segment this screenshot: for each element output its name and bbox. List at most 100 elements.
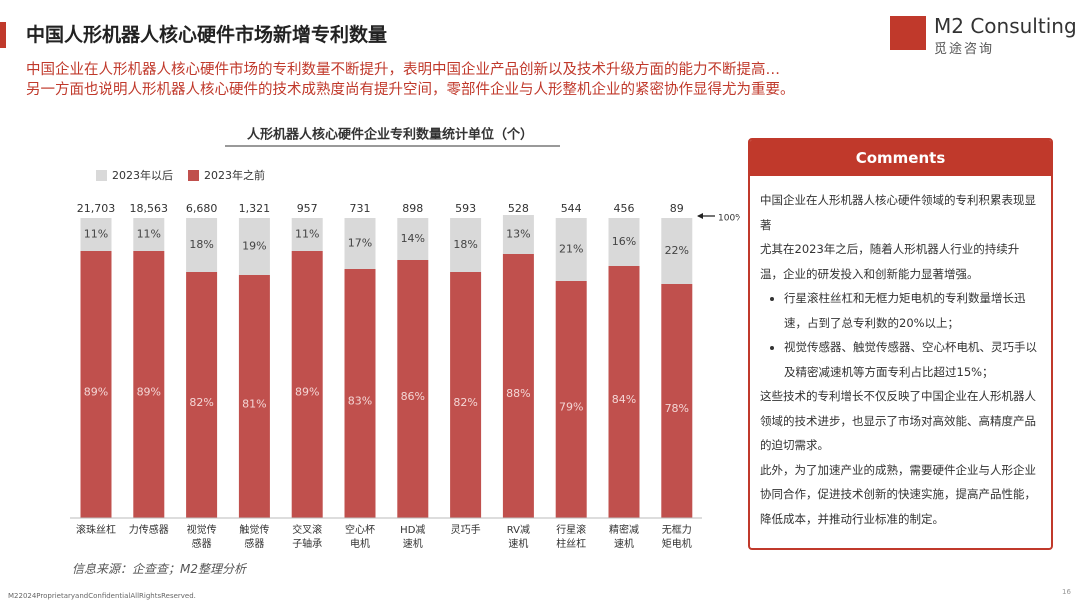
x-tick-label-line: 速机 bbox=[403, 537, 423, 550]
total-label: 593 bbox=[455, 202, 476, 215]
x-tick-label: 空心杯电机 bbox=[345, 523, 375, 550]
bar-segment bbox=[397, 260, 429, 518]
value-label: 89% bbox=[137, 386, 161, 399]
bar-segment bbox=[397, 218, 429, 260]
page-number: 16 bbox=[1062, 588, 1071, 596]
x-tick-label-line: 矩电机 bbox=[662, 537, 692, 550]
comments-body: 中国企业在人形机器人核心硬件领域的专利积累表现显著 尤其在2023年之后，随着人… bbox=[750, 176, 1051, 531]
value-label: 78% bbox=[665, 402, 689, 415]
x-tick-label-line: 行星滚 bbox=[556, 523, 586, 536]
x-tick-label: 触觉传感器 bbox=[239, 523, 269, 550]
title-bar bbox=[0, 22, 6, 48]
value-label: 82% bbox=[189, 396, 213, 409]
legend-label: 2023年之前 bbox=[204, 168, 265, 182]
x-tick-label: 视觉传感器 bbox=[187, 523, 217, 550]
bar-segment bbox=[661, 284, 693, 518]
bar-segment bbox=[555, 218, 587, 281]
x-tick-label-line: RV减 bbox=[507, 524, 530, 536]
x-tick-label-line: 空心杯 bbox=[345, 523, 375, 536]
value-label: 16% bbox=[612, 235, 636, 248]
x-tick-label-line: 速机 bbox=[614, 537, 634, 550]
subtitle: 中国企业在人形机器人核心硬件市场的专利数量不断提升，表明中国企业产品创新以及技术… bbox=[26, 62, 780, 78]
bar-segment bbox=[291, 218, 323, 251]
value-label: 81% bbox=[242, 398, 266, 411]
value-label: 82% bbox=[453, 396, 477, 409]
x-tick-label: HD减速机 bbox=[400, 524, 425, 550]
x-tick-label-line: 感器 bbox=[244, 537, 264, 550]
x-tick-label-line: 子轴承 bbox=[292, 537, 322, 550]
comment-text: 中国企业在人形机器人核心硬件领域的专利积累表现显著 bbox=[760, 193, 1036, 232]
legend-swatch bbox=[188, 170, 199, 181]
x-tick-label-line: HD减 bbox=[400, 524, 425, 536]
bar-segment bbox=[450, 272, 482, 518]
value-label: 18% bbox=[189, 238, 213, 251]
value-label: 79% bbox=[559, 401, 583, 414]
bar-segment bbox=[450, 218, 482, 272]
total-label: 957 bbox=[297, 202, 318, 215]
total-label: 731 bbox=[350, 202, 371, 215]
x-tick-label: 交叉滚子轴承 bbox=[292, 523, 322, 550]
bar-segment bbox=[238, 275, 270, 518]
annotation: 100% bbox=[718, 214, 740, 224]
comment-text: 尤其在2023年之后，随着人形机器人行业的持续升温，企业的研发投入和创新能力显著… bbox=[760, 242, 1020, 281]
total-label: 21,703 bbox=[77, 202, 116, 215]
comments-title: Comments bbox=[750, 140, 1051, 176]
x-tick-label: 灵巧手 bbox=[451, 523, 481, 536]
value-label: 84% bbox=[612, 393, 636, 406]
bar-segment bbox=[186, 218, 218, 272]
bar-segment bbox=[344, 269, 376, 518]
x-tick-label-line: 交叉滚 bbox=[292, 523, 322, 536]
bar-segment bbox=[661, 218, 693, 284]
value-label: 83% bbox=[348, 395, 372, 408]
value-label: 89% bbox=[295, 386, 319, 399]
x-tick-label: RV减速机 bbox=[507, 524, 530, 550]
total-label: 528 bbox=[508, 202, 529, 215]
logo-mark bbox=[890, 16, 926, 50]
legend-label: 2023年以后 bbox=[112, 168, 173, 182]
value-label: 88% bbox=[506, 387, 530, 400]
x-tick-label-line: 速机 bbox=[508, 537, 528, 550]
x-tick-label: 行星滚柱丝杠 bbox=[556, 523, 586, 550]
chart: 人形机器人核心硬件企业专利数量统计单位（个） 2023年以后 2023年之前 89% 1… bbox=[70, 127, 740, 550]
value-label: 21% bbox=[559, 243, 583, 256]
x-tick-label-line: 视觉传 bbox=[187, 523, 217, 536]
bar-segment bbox=[555, 281, 587, 518]
value-label: 22% bbox=[665, 244, 689, 257]
x-tick-label: 无框力矩电机 bbox=[662, 523, 692, 550]
value-label: 11% bbox=[295, 228, 319, 241]
x-tick-label-line: 精密减 bbox=[609, 523, 639, 536]
comment-text: 这些技术的专利增长不仅反映了中国企业在人形机器人领域的技术进步，也显示了市场对高… bbox=[760, 389, 1036, 452]
value-label: 18% bbox=[453, 238, 477, 251]
value-label: 17% bbox=[348, 237, 372, 250]
value-label: 11% bbox=[84, 228, 108, 241]
x-tick-label-line: 柱丝杠 bbox=[556, 537, 586, 550]
x-tick-label-line: 触觉传 bbox=[239, 523, 269, 536]
subtitle: 另一方面也说明人形机器人核心硬件的技术成熟度尚有提升空间，零部件企业与人形整机企… bbox=[26, 82, 795, 98]
footer: M22024ProprietaryandConfidentialAllRight… bbox=[8, 592, 196, 600]
x-tick-label: 力传感器 bbox=[129, 523, 169, 536]
value-label: 11% bbox=[137, 228, 161, 241]
bar-segment bbox=[80, 218, 112, 251]
bar-segment bbox=[133, 218, 165, 251]
bar-segment bbox=[502, 215, 534, 254]
comment-list: 行星滚柱丝杠和无框力矩电机的专利数量增长迅速，占到了总专利数的20%以上； 视觉… bbox=[760, 286, 1041, 384]
x-tick-label-line: 无框力 bbox=[662, 523, 692, 536]
comment-bullet: 行星滚柱丝杠和无框力矩电机的专利数量增长迅速，占到了总专利数的20%以上； bbox=[784, 286, 1041, 335]
chart-title: 人形机器人核心硬件企业专利数量统计单位（个） bbox=[247, 127, 533, 143]
total-label: 18,563 bbox=[130, 202, 169, 215]
total-label: 6,680 bbox=[186, 202, 218, 215]
total-label: 544 bbox=[561, 202, 582, 215]
x-tick-label: 精密减速机 bbox=[609, 523, 639, 550]
legend-swatch bbox=[96, 170, 107, 181]
comments-box: Comments 中国企业在人形机器人核心硬件领域的专利积累表现显著 尤其在20… bbox=[748, 138, 1053, 550]
bar-segment bbox=[502, 254, 534, 518]
x-tick-label-line: 感器 bbox=[192, 537, 212, 550]
bar-segment bbox=[238, 218, 270, 275]
bar-segment bbox=[344, 218, 376, 269]
value-label: 14% bbox=[401, 232, 425, 245]
value-label: 19% bbox=[242, 240, 266, 253]
total-label: 898 bbox=[402, 202, 423, 215]
comment-text: 此外，为了加速产业的成熟，需要硬件企业与人形企业协同合作，促进技术创新的快速实施… bbox=[760, 462, 1036, 526]
value-label: 86% bbox=[401, 390, 425, 403]
